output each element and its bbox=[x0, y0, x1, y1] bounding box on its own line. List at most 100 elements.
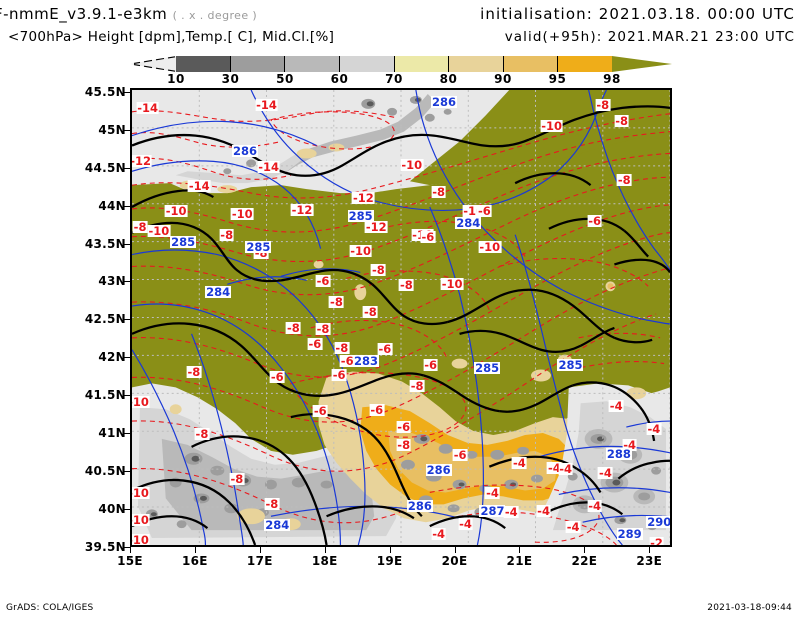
colorbar-cell bbox=[558, 56, 612, 72]
temperature-contour-label: -4 bbox=[503, 505, 519, 520]
y-axis-tick bbox=[124, 243, 130, 245]
colorbar-cell bbox=[394, 56, 450, 72]
x-axis-tick-label: 16E bbox=[182, 554, 208, 568]
y-axis-tick bbox=[124, 129, 130, 131]
height-contour-label: 286 bbox=[231, 144, 258, 159]
height-contour-label: 285 bbox=[245, 239, 272, 254]
x-axis-tick-label: 15E bbox=[117, 554, 143, 568]
temperature-contour-label: -2 bbox=[649, 535, 664, 547]
temperature-contour-label: -10 bbox=[230, 207, 254, 222]
x-axis-tick-label: 17E bbox=[246, 554, 273, 568]
cloud-cells-north bbox=[223, 95, 452, 175]
height-contour-label: 287 bbox=[479, 503, 506, 518]
height-contour-label: 286 bbox=[425, 462, 452, 477]
temperature-contour-label: -4 bbox=[485, 485, 500, 500]
colorbar-tick: 90 bbox=[494, 72, 512, 86]
y-axis-tick-label: 42N bbox=[98, 350, 126, 365]
temperature-contour-label: -4 bbox=[458, 516, 473, 531]
temperature-contour-label: -6 bbox=[423, 358, 438, 373]
temperature-contour-label: -12 bbox=[290, 203, 314, 218]
temperature-contour-label: -14 bbox=[136, 101, 159, 116]
temperature-contour-label: -10 bbox=[440, 277, 464, 292]
temperature-contour-label: -6 bbox=[377, 342, 393, 357]
y-axis-tick bbox=[124, 471, 130, 473]
temperature-contour-label: -14 bbox=[257, 160, 281, 175]
temperature-contour-label: -8 bbox=[616, 172, 632, 187]
temperature-contour-label: -10 bbox=[400, 158, 424, 173]
colorbar-tick: 70 bbox=[385, 72, 403, 86]
y-axis-tick bbox=[124, 281, 130, 283]
y-axis-tick bbox=[124, 167, 130, 169]
colorbar-tick: 50 bbox=[276, 72, 294, 86]
temperature-contour-label: -8 bbox=[371, 263, 386, 278]
x-axis-tick-label: 19E bbox=[376, 554, 403, 568]
temperature-contour-label: -6 bbox=[315, 274, 331, 289]
colorbar-cell bbox=[449, 56, 504, 72]
temperature-contour-label: -10 bbox=[132, 513, 150, 526]
y-axis-tick bbox=[124, 205, 130, 207]
country-borders bbox=[132, 105, 670, 545]
temperature-contour-label: -10 bbox=[540, 119, 564, 134]
temperature-contour-label: -12 bbox=[130, 153, 152, 168]
temperature-contour-label: -8 bbox=[286, 321, 301, 336]
header-left: F-nmmE_v3.9.1-e3km ( . x . degree ) <700… bbox=[0, 5, 424, 45]
y-axis-tick-label: 45N bbox=[98, 122, 126, 137]
y-axis-tick bbox=[124, 547, 130, 548]
temperature-contour-label: -8 bbox=[329, 294, 344, 309]
model-title-paren: ( . x . degree ) bbox=[172, 9, 258, 22]
colorbar-cell bbox=[176, 56, 231, 72]
height-contour-label: 286 bbox=[431, 94, 458, 109]
temperature-contour-label: -10 bbox=[349, 244, 373, 259]
height-contour-label: 283 bbox=[353, 353, 380, 368]
temperature-contour-label: -6 bbox=[452, 447, 468, 462]
temperature-contour-label: -6 bbox=[587, 214, 603, 229]
height-contour-label: 286 bbox=[406, 499, 433, 514]
temperature-contour-label: -6 bbox=[269, 369, 285, 384]
y-axis-tick bbox=[124, 319, 130, 321]
temperature-contour-label: -12 bbox=[364, 219, 388, 234]
temperature-contour-label: -6 bbox=[331, 367, 347, 382]
y-axis-tick-label: 41N bbox=[98, 426, 126, 441]
temperature-contour-label: -10 bbox=[132, 486, 150, 499]
x-axis-tick bbox=[584, 547, 586, 553]
temperature-contour-label: -8 bbox=[315, 321, 331, 336]
temperature-contour-label: -4 bbox=[558, 461, 574, 476]
temperature-contour-label: -4 bbox=[598, 466, 613, 481]
temperature-contour-label: -14 bbox=[187, 178, 211, 193]
x-axis-tick-label: 18E bbox=[311, 554, 338, 568]
temperature-contour-label: -4 bbox=[608, 399, 624, 414]
temperature-contour-label: -4 bbox=[536, 503, 551, 518]
colorbar-left-arrow bbox=[130, 56, 176, 72]
height-contour-label: 285 bbox=[347, 208, 374, 223]
y-axis-tick-label: 44N bbox=[98, 198, 126, 213]
x-axis-tick-label: 23E bbox=[636, 554, 663, 568]
height-contour-label: 285 bbox=[170, 235, 197, 250]
temperature-contour-label: -8 bbox=[194, 426, 210, 441]
height-contour-label: 290 bbox=[646, 515, 672, 530]
x-axis-tick bbox=[194, 547, 196, 553]
colorbar-tick: 80 bbox=[439, 72, 458, 86]
temperature-contour-label: -14 bbox=[255, 98, 278, 113]
footer-timestamp: 2021-03-18-09:44 bbox=[707, 603, 792, 613]
temperature-contour-label: -8 bbox=[396, 437, 412, 452]
y-axis: 45.5N 45N 44.5N 44N 43.5N 43N 42.5N 42N 41.5N 41N… bbox=[0, 85, 800, 554]
y-axis-tick-label: 43N bbox=[98, 274, 126, 289]
valid-time: valid(+95h): 2021.MAR.21 23:00 UTC bbox=[504, 29, 795, 45]
temperature-contour-label: -8 bbox=[409, 378, 425, 393]
temperature-contour-label: -8 bbox=[264, 497, 280, 512]
temperature-contour-label: -10 bbox=[132, 534, 150, 545]
field-description: <700hPa> Height [dpm],Temp.[ C], Mid.Cl.… bbox=[8, 29, 335, 45]
colorbar-right-arrow bbox=[612, 56, 672, 72]
colorbar-tick: 10 bbox=[167, 72, 185, 86]
colorbar-tick: 98 bbox=[603, 72, 621, 86]
model-title-line: F-nmmE_v3.9.1-e3km ( . x . degree ) bbox=[0, 5, 424, 23]
colorbar-cell bbox=[339, 56, 395, 72]
temperature-contour-label: -4 bbox=[431, 526, 447, 541]
height-contour-label: 284 bbox=[205, 284, 232, 299]
height-contour-label: 289 bbox=[616, 526, 643, 541]
height-contours bbox=[132, 90, 670, 545]
model-title: F-nmmE_v3.9.1-e3km bbox=[0, 5, 168, 23]
y-axis-tick-label: 40.5N bbox=[84, 464, 126, 479]
y-axis-tick bbox=[124, 91, 130, 93]
height-contour-label: 285 bbox=[557, 357, 584, 372]
